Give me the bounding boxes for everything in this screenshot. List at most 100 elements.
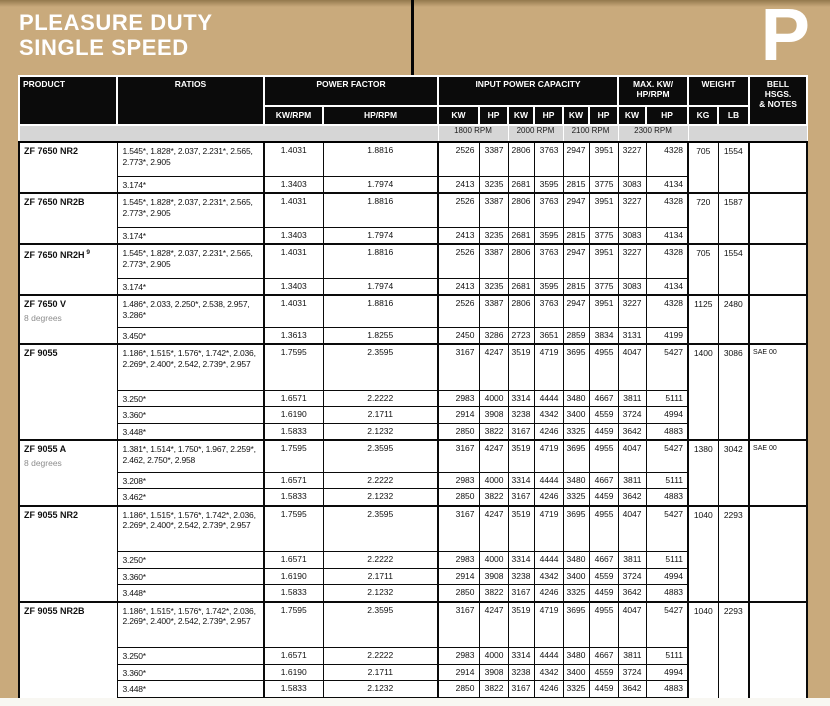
power-value-cell: 3227 — [617, 243, 647, 279]
weight-lb-cell: 2480 — [717, 294, 750, 345]
power-value-cell: 4883 — [645, 584, 689, 602]
bell-notes-cell: SAE 00 — [748, 439, 809, 506]
power-value-cell: 5427 — [645, 600, 689, 648]
power-value-cell: 3642 — [617, 488, 647, 506]
power-value-cell: 3235 — [478, 175, 509, 194]
power-value-cell: 4047 — [617, 343, 647, 391]
power-value-cell: 4459 — [588, 584, 619, 602]
bell-notes-cell — [748, 600, 809, 699]
spec-row: 3.250* 1.6571 2.2222 2983 4000 3314 4444 3480 46… — [19, 389, 807, 407]
spec-row: ZF 9055 1.186*, 1.515*, 1.576*, 1.742*, 2… — [18, 343, 809, 441]
power-value-cell: 3834 — [588, 326, 619, 345]
power-value-cell: 3811 — [617, 471, 647, 489]
power-factor-kw-cell: 1.4031 — [263, 192, 324, 228]
power-value-cell: 4047 — [617, 600, 647, 648]
power-value-cell: 3227 — [617, 294, 647, 328]
spec-row: 3.448* 1.5833 2.1232 2850 3822 3167 4246 3325 44… — [19, 680, 807, 700]
power-factor-kw-cell: 1.6190 — [263, 663, 324, 681]
power-value-cell: 4328 — [645, 243, 689, 279]
power-value-cell: 2914 — [437, 663, 480, 681]
power-factor-kw-cell: 1.3613 — [263, 326, 324, 345]
spec-row: 3.250* 1.6571 2.2222 2983 4000 3314 4444 3480 46… — [19, 551, 807, 569]
power-value-cell: 3763 — [533, 141, 564, 177]
power-value-cell: 2413 — [437, 277, 480, 296]
rpm-band-blank-right — [687, 124, 808, 143]
rpm-label-2300: 2300 RPM — [617, 124, 689, 143]
power-value-cell: 3325 — [562, 422, 590, 441]
power-value-cell: 4134 — [645, 226, 689, 245]
power-value-cell: 5111 — [645, 389, 689, 407]
product-cell: ZF 9055 A 8 degrees — [18, 439, 118, 506]
power-value-cell: 3724 — [617, 406, 647, 424]
power-value-cell: 4444 — [533, 471, 564, 489]
power-factor-hp-cell: 2.1232 — [322, 488, 439, 506]
power-value-cell: 5427 — [645, 504, 689, 552]
ratios-cell: 1.381*, 1.514*, 1.750*, 1.967, 2.259*, 2… — [116, 439, 265, 473]
power-value-cell: 3695 — [562, 439, 590, 473]
power-value-cell: 4000 — [478, 471, 509, 489]
power-value-cell: 4444 — [533, 551, 564, 569]
power-value-cell: 3325 — [562, 680, 590, 700]
rpm-band-blank-left — [18, 124, 439, 143]
power-value-cell: 3083 — [617, 226, 647, 245]
power-factor-hp-cell: 1.8816 — [322, 141, 439, 177]
power-value-cell: 4342 — [533, 406, 564, 424]
spec-row: 3.448* 1.5833 2.1232 2850 3822 3167 4246 3325 44… — [19, 584, 807, 602]
power-value-cell: 2850 — [437, 584, 480, 602]
power-value-cell: 3822 — [478, 422, 509, 441]
rpm-label-1800: 1800 RPM — [437, 124, 509, 143]
power-value-cell: 2413 — [437, 226, 480, 245]
product-name: ZF 7650 NR2B — [24, 197, 85, 207]
power-value-cell: 3642 — [617, 422, 647, 441]
power-value-cell: 4328 — [645, 192, 689, 228]
power-value-cell: 4000 — [478, 551, 509, 569]
weight-lb-cell: 2293 — [717, 504, 750, 602]
power-value-cell: 4199 — [645, 326, 689, 345]
power-factor-hp-cell: 2.1711 — [322, 567, 439, 585]
power-value-cell: 2914 — [437, 406, 480, 424]
power-value-cell: 3325 — [562, 488, 590, 506]
ratios-cell: 3.450* — [116, 326, 265, 345]
power-value-cell: 2413 — [437, 175, 480, 194]
power-factor-kw-cell: 1.5833 — [263, 680, 324, 700]
bell-notes-cell — [748, 294, 809, 345]
power-value-cell: 4459 — [588, 488, 619, 506]
power-factor-kw-cell: 1.7595 — [263, 504, 324, 552]
rpm-band: 1800 RPM 2000 RPM 2100 RPM 2300 RPM — [18, 124, 808, 143]
bell-notes-cell — [748, 192, 809, 245]
ratios-cell: 1.545*, 1.828*, 2.037, 2.231*, 2.565, 2.… — [116, 243, 265, 279]
col-header-ratios: RATIOS — [116, 75, 265, 126]
subheader-kw: KW — [507, 105, 536, 126]
bell-notes-cell: SAE 00 — [748, 343, 809, 441]
power-factor-hp-cell: 2.1711 — [322, 663, 439, 681]
power-value-cell: 3724 — [617, 663, 647, 681]
ratios-cell: 3.250* — [116, 647, 265, 665]
col-header-max-kw-hp: MAX. KW/ HP/RPM — [617, 75, 690, 107]
spec-row: ZF 7650 NR2B 1.545*, 1.828*, 2.037, 2.231… — [18, 192, 809, 245]
power-value-cell: 5111 — [645, 471, 689, 489]
power-value-cell: 2806 — [507, 243, 535, 279]
ratios-cell: 3.448* — [116, 422, 265, 441]
power-factor-kw-cell: 1.5833 — [263, 422, 324, 441]
subheader-hp: HP — [588, 105, 620, 126]
power-factor-hp-cell: 2.2222 — [322, 471, 439, 489]
power-value-cell: 4247 — [478, 504, 509, 552]
power-value-cell: 4994 — [645, 406, 689, 424]
power-factor-hp-cell: 1.7974 — [322, 226, 439, 245]
power-value-cell: 3167 — [507, 680, 535, 700]
power-value-cell: 4559 — [588, 663, 619, 681]
product-name: ZF 7650 NR2H 9 — [24, 249, 90, 260]
power-factor-hp-cell: 1.7974 — [322, 277, 439, 296]
spec-table: PRODUCT RATIOS POWER FACTOR INPUT POWER … — [18, 75, 809, 700]
power-value-cell: 4955 — [588, 504, 619, 552]
power-value-cell: 4883 — [645, 680, 689, 700]
power-value-cell: 4247 — [478, 600, 509, 648]
power-value-cell: 2723 — [507, 326, 535, 345]
footnote-ref: 9 — [84, 249, 90, 256]
power-value-cell: 2815 — [562, 226, 590, 245]
product-name: ZF 9055 A — [24, 444, 67, 454]
power-value-cell: 2815 — [562, 277, 590, 296]
power-value-cell: 3811 — [617, 551, 647, 569]
power-factor-kw-cell: 1.4031 — [263, 141, 324, 177]
